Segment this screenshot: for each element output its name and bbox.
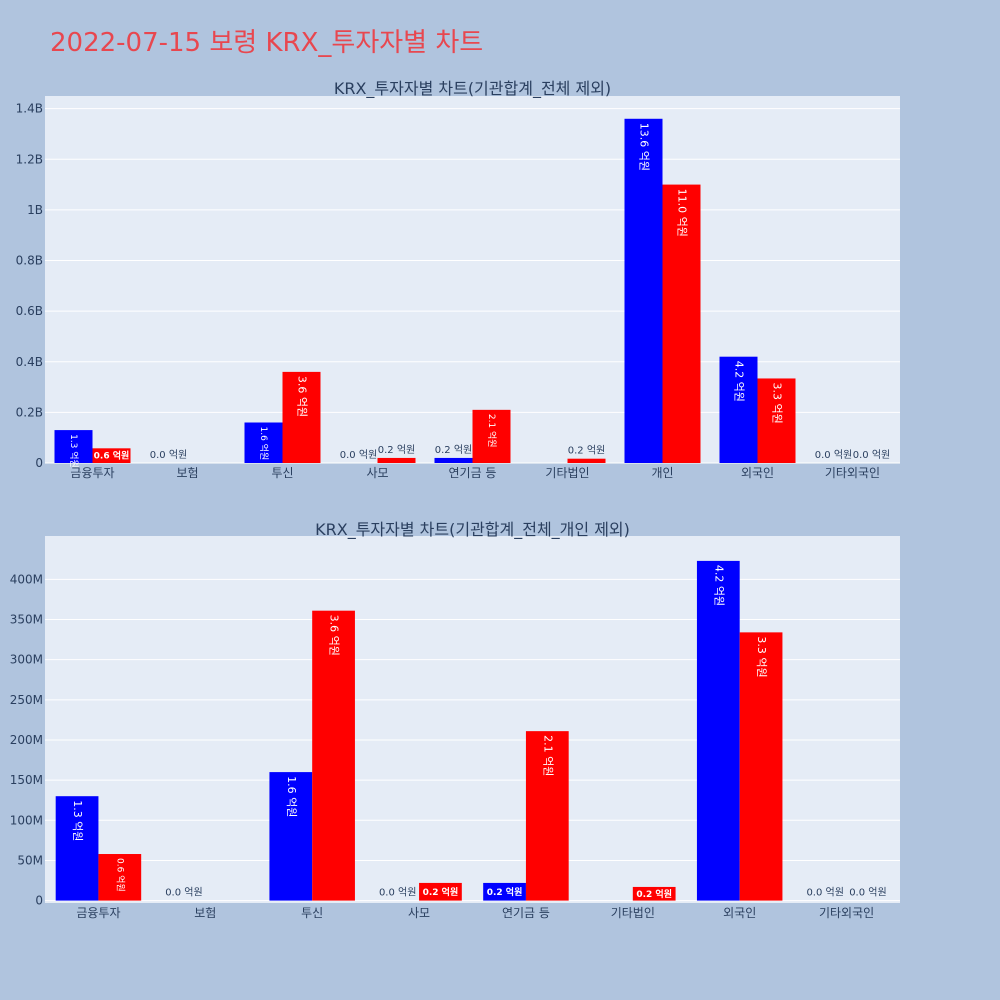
x-tick-label: 기타법인 bbox=[611, 906, 655, 920]
data-label: 0.0 억원 bbox=[150, 449, 187, 461]
y-tick-label: 0 bbox=[35, 456, 43, 470]
chart-title: KRX_투자자별 차트(기관합계_전체 제외) bbox=[334, 79, 611, 99]
y-tick-label: 300M bbox=[10, 653, 43, 667]
y-tick-label: 150M bbox=[10, 773, 43, 787]
bar bbox=[312, 610, 355, 901]
bar bbox=[757, 378, 796, 463]
data-label: 0.2 억원 bbox=[568, 445, 605, 457]
data-label: 3.3 억원 bbox=[755, 636, 768, 677]
x-tick-label: 보험 bbox=[194, 906, 216, 920]
y-tick-label: 200M bbox=[10, 733, 43, 747]
data-label: 0.2 억원 bbox=[636, 888, 672, 900]
x-tick-label: 기타법인 bbox=[545, 466, 589, 480]
x-tick-label: 투신 bbox=[301, 906, 323, 920]
y-tick-label: 0.4B bbox=[16, 355, 43, 369]
data-label: 0.2 억원 bbox=[423, 886, 459, 898]
y-tick-label: 350M bbox=[10, 613, 43, 627]
page-title: 2022-07-15 보령 KRX_투자자별 차트 bbox=[50, 28, 484, 58]
y-tick-label: 0.8B bbox=[16, 254, 43, 268]
data-label: 3.6 억원 bbox=[296, 376, 309, 417]
bar bbox=[567, 458, 606, 463]
x-tick-label: 투신 bbox=[271, 466, 293, 480]
data-label: 3.3 억원 bbox=[771, 382, 784, 423]
data-label: 3.6 억원 bbox=[328, 615, 341, 656]
x-tick-label: 개인 bbox=[651, 466, 673, 480]
y-tick-label: 0 bbox=[35, 894, 43, 908]
data-label: 0.6 억원 bbox=[114, 858, 126, 892]
bar bbox=[696, 560, 740, 901]
bar bbox=[377, 457, 416, 463]
data-label: 1.3 억원 bbox=[71, 800, 84, 841]
chart-title: KRX_투자자별 차트(기관합계_전체_개인 제외) bbox=[315, 520, 630, 540]
x-tick-label: 사모 bbox=[366, 466, 388, 480]
y-tick-label: 0.6B bbox=[16, 304, 43, 318]
bar bbox=[739, 632, 783, 901]
x-tick-label: 연기금 등 bbox=[449, 466, 497, 480]
bar bbox=[719, 356, 758, 463]
chart-2: 0 50M 100M 150M 200M 250M 300M 350M 400M 금융투자 보험 투신… bbox=[10, 520, 900, 920]
data-label: 1.3 억원 bbox=[68, 434, 80, 468]
x-tick-label: 연기금 등 bbox=[502, 906, 550, 920]
x-tick-label: 기타외국인 bbox=[825, 466, 880, 480]
bar bbox=[55, 796, 99, 901]
y-tick-label: 1.2B bbox=[16, 152, 43, 166]
bar bbox=[624, 118, 663, 464]
bar bbox=[244, 422, 283, 463]
bar bbox=[483, 882, 526, 901]
data-label: 0.0 억원 bbox=[379, 887, 416, 899]
data-label: 1.6 억원 bbox=[258, 427, 270, 461]
bar bbox=[98, 854, 142, 901]
data-label: 13.6 억원 bbox=[638, 123, 651, 171]
bar bbox=[472, 409, 511, 463]
bar bbox=[269, 772, 313, 901]
y-tick-label: 0.2B bbox=[16, 405, 43, 419]
bar bbox=[525, 731, 569, 901]
data-label: 0.0 억원 bbox=[853, 449, 890, 461]
x-tick-label: 외국인 bbox=[741, 466, 774, 480]
data-label: 4.2 억원 bbox=[712, 565, 725, 606]
x-tick-label: 금융투자 bbox=[70, 466, 114, 480]
data-label: 0.2 억원 bbox=[435, 444, 472, 456]
y-tick-label: 100M bbox=[10, 813, 43, 827]
data-label: 1.6 억원 bbox=[285, 776, 298, 817]
chart-1: 0 0.2B 0.4B 0.6B 0.8B 1B 1.2B 1.4B 금융투자 보험 투신 사모 연기금… bbox=[16, 79, 900, 480]
x-tick-label: 기타외국인 bbox=[819, 906, 874, 920]
bar bbox=[662, 184, 701, 463]
data-label: 2.1 억원 bbox=[541, 735, 554, 776]
data-label: 4.2 억원 bbox=[733, 361, 746, 402]
bar bbox=[434, 457, 473, 463]
bar bbox=[419, 882, 462, 901]
data-label: 0.0 억원 bbox=[806, 887, 843, 899]
y-tick-label: 50M bbox=[17, 853, 43, 867]
data-label: 0.6 억원 bbox=[94, 450, 130, 462]
y-tick-label: 1.4B bbox=[16, 102, 43, 116]
data-label: 0.0 억원 bbox=[165, 887, 202, 899]
bar bbox=[282, 371, 321, 463]
x-tick-label: 사모 bbox=[408, 906, 430, 920]
y-tick-label: 400M bbox=[10, 572, 43, 586]
y-tick-label: 250M bbox=[10, 693, 43, 707]
bar bbox=[632, 886, 676, 901]
data-label: 0.0 억원 bbox=[815, 449, 852, 461]
data-label: 0.2 억원 bbox=[487, 886, 523, 898]
data-label: 11.0 억원 bbox=[676, 189, 689, 237]
y-tick-label: 1B bbox=[27, 203, 43, 217]
bar bbox=[54, 430, 93, 463]
bar bbox=[92, 448, 131, 463]
data-label: 0.2 억원 bbox=[378, 444, 415, 456]
data-label: 2.1 억원 bbox=[486, 414, 498, 448]
x-tick-label: 외국인 bbox=[723, 906, 756, 920]
x-tick-label: 보험 bbox=[176, 466, 198, 480]
x-tick-label: 금융투자 bbox=[76, 906, 120, 920]
data-label: 0.0 억원 bbox=[849, 887, 886, 899]
data-label: 0.0 억원 bbox=[340, 449, 377, 461]
